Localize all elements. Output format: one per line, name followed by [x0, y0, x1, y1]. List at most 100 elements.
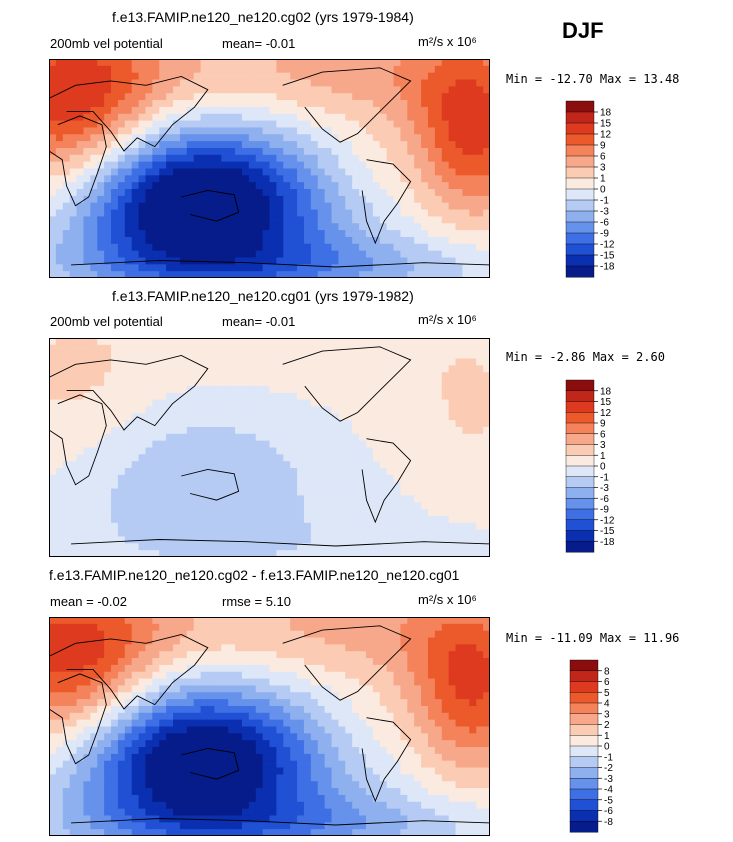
field-cell — [131, 100, 140, 108]
field-cell — [317, 189, 326, 197]
field-cell — [200, 127, 209, 135]
field-cell — [317, 106, 326, 115]
field-cell — [248, 100, 257, 108]
field-cell — [62, 495, 71, 503]
field-cell — [469, 120, 477, 129]
field-cell — [145, 134, 153, 142]
field-cell — [69, 202, 78, 211]
field-cell — [359, 392, 367, 401]
field-cell — [352, 338, 360, 346]
field-cell — [462, 658, 470, 666]
field-cell — [90, 127, 98, 135]
field-cell — [124, 250, 133, 259]
field-cell — [97, 141, 105, 149]
colorbar-box — [565, 265, 595, 278]
field-cell — [248, 93, 257, 101]
field-cell — [448, 399, 457, 408]
field-cell — [173, 509, 181, 517]
field-cell — [138, 509, 147, 517]
field-cell — [235, 141, 243, 149]
field-cell — [414, 351, 422, 360]
field-cell — [476, 127, 484, 135]
field-cell — [365, 536, 374, 544]
field-cell — [145, 154, 153, 163]
field-cell — [476, 509, 484, 517]
field-cell — [303, 189, 312, 197]
field-cell — [173, 637, 181, 645]
field-cell — [228, 433, 236, 442]
field-cell — [152, 120, 160, 129]
field-cell — [255, 678, 264, 687]
field-cell — [303, 72, 312, 81]
field-cell — [359, 447, 367, 455]
field-cell — [269, 536, 277, 544]
field-cell — [283, 379, 291, 387]
field-cell — [221, 358, 229, 366]
field-cell — [455, 264, 464, 272]
field-cell — [152, 161, 160, 170]
field-cell — [434, 379, 443, 387]
field-cell — [372, 106, 381, 115]
field-cell — [324, 651, 333, 659]
field-cell — [455, 529, 464, 538]
field-cell — [324, 515, 333, 524]
field-cell — [469, 623, 477, 632]
field-cell — [117, 365, 126, 373]
field-cell — [152, 664, 160, 673]
field-cell — [297, 202, 305, 211]
field-cell — [152, 454, 160, 462]
field-cell — [248, 623, 257, 632]
field-cell — [462, 223, 470, 231]
field-cell — [283, 440, 291, 449]
field-cell — [76, 678, 85, 687]
field-cell — [317, 113, 326, 122]
field-cell — [427, 264, 436, 272]
field-cell — [55, 264, 64, 272]
field-cell — [104, 454, 112, 462]
field-cell — [83, 468, 91, 476]
field-cell — [97, 59, 105, 67]
field-cell — [90, 651, 98, 659]
field-cell — [124, 685, 133, 693]
field-cell — [159, 65, 167, 74]
field-cell — [317, 182, 326, 190]
field-cell — [434, 351, 443, 360]
field-cell — [462, 113, 470, 122]
field-cell — [393, 182, 402, 190]
field-cell — [152, 65, 160, 74]
field-cell — [200, 86, 209, 94]
field-cell — [173, 379, 181, 387]
field-cell — [145, 685, 153, 693]
field-cell — [276, 72, 284, 81]
field-cell — [241, 147, 250, 156]
field-cell — [393, 644, 402, 652]
field-cell — [124, 420, 133, 428]
field-cell — [241, 86, 250, 94]
field-cell — [324, 65, 333, 74]
field-cell — [365, 230, 374, 238]
field-cell — [186, 651, 195, 659]
field-cell — [76, 141, 85, 149]
field-cell — [83, 671, 91, 680]
field-cell — [241, 495, 250, 503]
field-cell — [483, 147, 490, 156]
field-cell — [69, 338, 78, 346]
field-cell — [111, 147, 119, 156]
field-cell — [111, 543, 119, 551]
field-cell — [214, 175, 222, 183]
field-cell — [469, 243, 477, 252]
field-cell — [317, 59, 326, 67]
field-cell — [386, 182, 395, 190]
field-cell — [283, 168, 291, 176]
field-cell — [49, 426, 57, 435]
field-cell — [117, 474, 126, 483]
field-cell — [104, 420, 112, 428]
field-cell — [55, 420, 64, 428]
field-cell — [241, 385, 250, 394]
field-cell — [76, 106, 85, 115]
field-cell — [365, 481, 374, 490]
field-cell — [166, 481, 174, 490]
field-cell — [400, 488, 408, 496]
field-cell — [69, 365, 78, 373]
colorbar-box — [565, 232, 595, 245]
